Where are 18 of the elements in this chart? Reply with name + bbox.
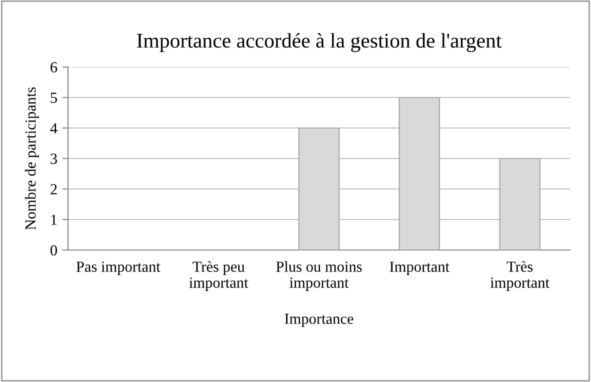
x-tick-label: Plus ou moins important: [276, 261, 362, 291]
chart-title: Importance accordée à la gestion de l'argent: [137, 33, 502, 52]
y-tick-label: 6: [50, 62, 58, 72]
bar: [298, 127, 340, 250]
y-axis-title: Nombre de participants: [24, 87, 39, 230]
y-tick-label: 5: [50, 92, 57, 103]
x-tick-label: Très important: [490, 261, 550, 291]
y-tick-label: 2: [50, 184, 57, 194]
y-tick-label: 1: [51, 214, 57, 225]
y-tick-label: 4: [50, 123, 58, 134]
x-axis-title: Importance: [284, 314, 354, 328]
y-tick-label: 0: [50, 245, 57, 256]
x-tick-label: Très peu important: [189, 261, 248, 291]
x-tick-label: Pas important: [76, 262, 160, 275]
bar: [398, 96, 440, 250]
bar: [499, 158, 540, 250]
x-tick-label: Important: [390, 262, 450, 275]
y-tick-label: 3: [50, 154, 57, 164]
